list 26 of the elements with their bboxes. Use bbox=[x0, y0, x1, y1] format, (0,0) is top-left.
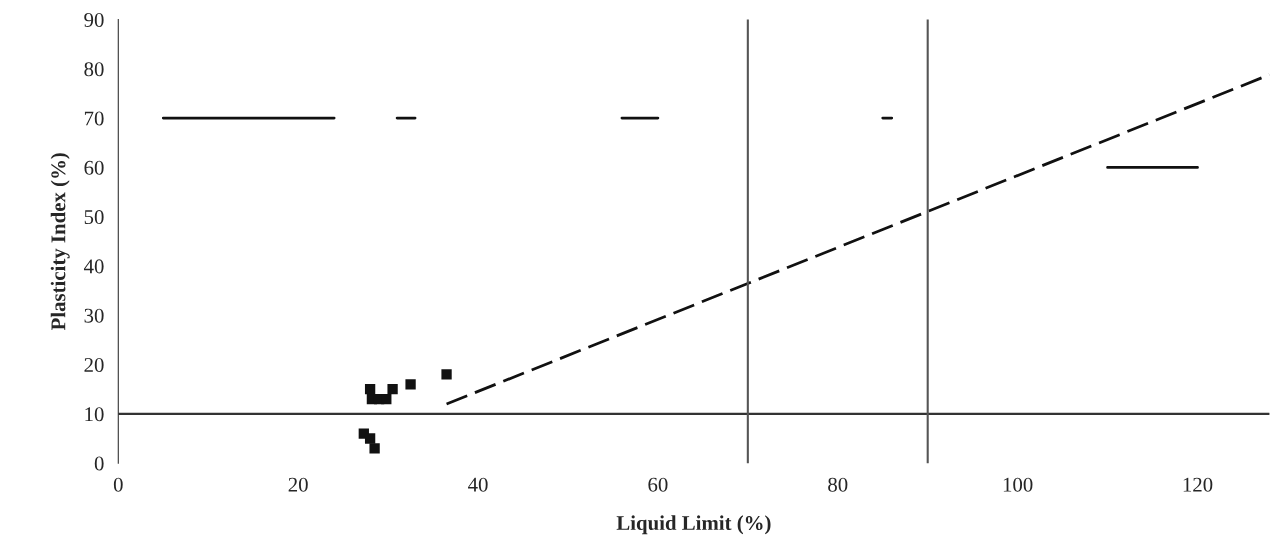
point bbox=[364, 433, 376, 444]
point bbox=[441, 369, 452, 380]
x-tick-label: 100 bbox=[1003, 477, 1033, 492]
x-tick-label: 0 bbox=[113, 477, 123, 492]
y-tick-label: 80 bbox=[84, 62, 104, 77]
point bbox=[405, 379, 416, 390]
y-axis-title: Plasticity Index (%) bbox=[50, 153, 70, 331]
x-tick-label: 40 bbox=[468, 477, 488, 492]
x-tick-label: 80 bbox=[828, 477, 848, 492]
point bbox=[381, 393, 392, 405]
x-axis-title: Liquid Limit (%) bbox=[616, 515, 771, 535]
point bbox=[387, 384, 398, 395]
y-tick-label: 0 bbox=[94, 456, 104, 471]
x-tick-label: 60 bbox=[648, 477, 668, 492]
y-tick-label: 60 bbox=[84, 160, 104, 175]
x-tick-label: 20 bbox=[288, 477, 308, 492]
y-tick-label: 50 bbox=[84, 210, 104, 225]
y-tick-label: 90 bbox=[84, 12, 104, 27]
y-tick-label: 10 bbox=[85, 407, 104, 422]
y-tick-label: 70 bbox=[84, 111, 104, 126]
y-tick-label: 40 bbox=[83, 259, 104, 274]
y-tick-label: 20 bbox=[84, 357, 104, 372]
y-tick-label: 30 bbox=[84, 308, 104, 323]
x-tick-label: 120 bbox=[1183, 477, 1213, 492]
point bbox=[364, 384, 376, 395]
point bbox=[369, 443, 380, 454]
